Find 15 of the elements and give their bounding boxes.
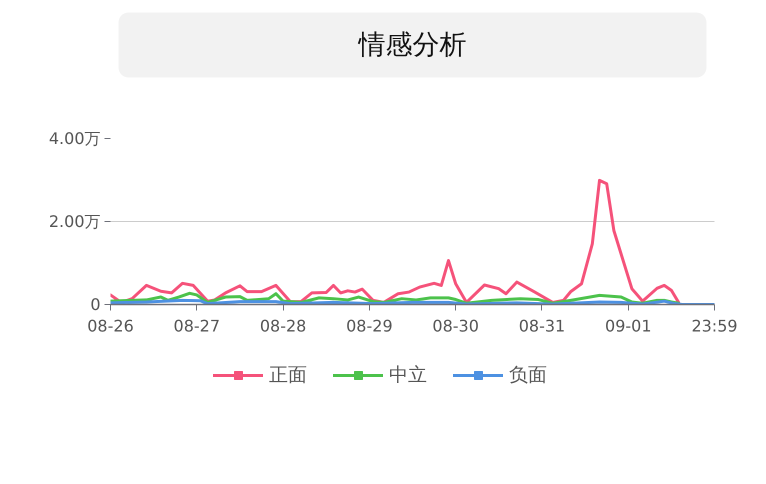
y-tick-label: 4.00万 bbox=[48, 129, 100, 148]
chart-title: 情感分析 bbox=[358, 30, 466, 60]
x-tick-label: 08-26 bbox=[87, 316, 134, 336]
x-tick-label: 08-31 bbox=[518, 316, 566, 336]
legend-label: 中立 bbox=[389, 363, 427, 388]
x-tick-label: 08-29 bbox=[346, 316, 393, 336]
legend-label: 负面 bbox=[509, 363, 547, 388]
x-tick-label: 23:59 bbox=[691, 316, 738, 336]
y-tick-label: 2.00万 bbox=[48, 212, 100, 231]
x-tick-label: 08-27 bbox=[174, 316, 220, 336]
x-tick-label: 09-01 bbox=[605, 316, 652, 336]
y-tick-label: 0 bbox=[90, 295, 101, 314]
x-tick-label: 08-28 bbox=[260, 316, 306, 336]
x-tick-label: 08-30 bbox=[432, 316, 479, 336]
legend-label: 正面 bbox=[269, 363, 307, 388]
